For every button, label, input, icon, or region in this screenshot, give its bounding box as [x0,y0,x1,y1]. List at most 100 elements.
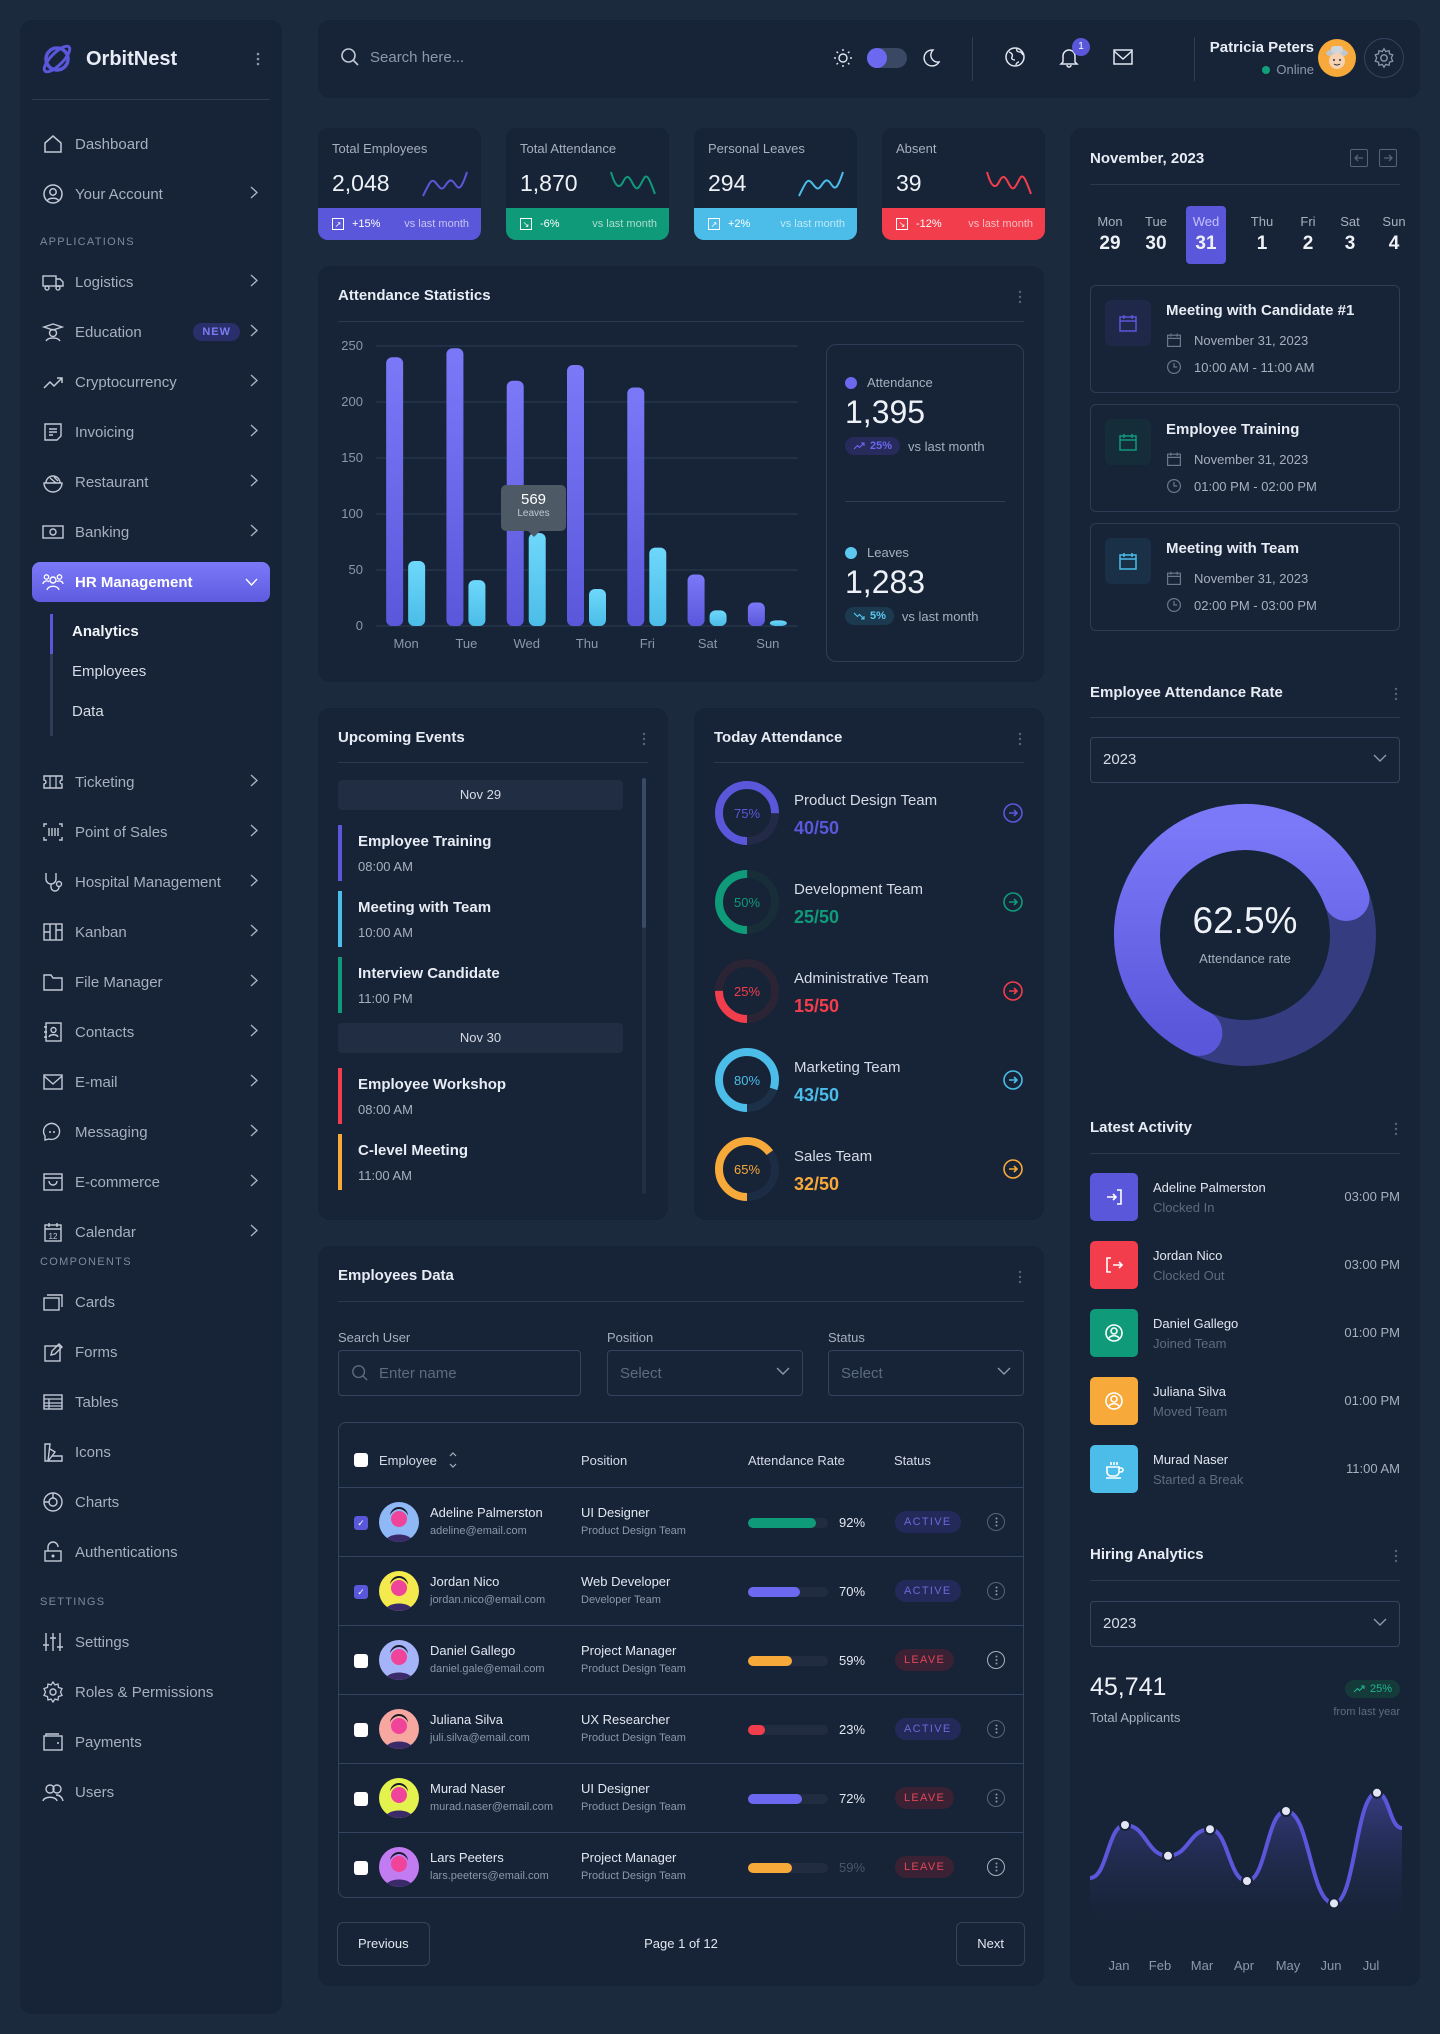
sidebar-item-invoicing[interactable]: Invoicing [32,412,270,452]
more-vertical-icon[interactable] [1018,732,1022,746]
arrow-circle-right-icon[interactable] [1002,1069,1024,1091]
activity-item[interactable]: Murad Naser Started a Break 11:00 AM [1090,1445,1400,1493]
row-checkbox[interactable]: ✓ [354,1516,368,1530]
submenu-item-analytics[interactable]: Analytics [72,623,139,640]
column-header-employee[interactable]: Employee [379,1453,437,1468]
more-vertical-icon[interactable] [1394,1549,1398,1563]
sidebar-item-authentications[interactable]: Authentications [32,1532,270,1572]
sidebar-item-messaging[interactable]: Messaging [32,1112,270,1152]
sidebar-item-e-commerce[interactable]: E-commerce [32,1162,270,1202]
sort-icon[interactable] [448,1449,458,1471]
sidebar-item-logistics[interactable]: Logistics [32,262,270,302]
sidebar-item-tables[interactable]: Tables [32,1382,270,1422]
next-page-button[interactable]: Next [956,1922,1025,1966]
sidebar-item-icons[interactable]: Icons [32,1432,270,1472]
sidebar-item-payments[interactable]: Payments [32,1722,270,1762]
arrow-circle-right-icon[interactable] [1002,1158,1024,1180]
scrollbar-thumb[interactable] [642,778,646,928]
sidebar-item-cryptocurrency[interactable]: Cryptocurrency [32,362,270,402]
employee-name[interactable]: Adeline Palmerston [430,1505,543,1520]
sidebar-item-charts[interactable]: Charts [32,1482,270,1522]
event-item[interactable]: Interview Candidate 11:00 PM [338,957,623,1013]
search-bar[interactable]: Search here... [340,47,464,67]
sidebar-item-e-mail[interactable]: E-mail [32,1062,270,1102]
sidebar-item-settings[interactable]: Settings [32,1622,270,1662]
sidebar-item-kanban[interactable]: Kanban [32,912,270,952]
calendar-day-31[interactable]: Wed 31 [1186,206,1226,264]
calendar-next-button[interactable] [1379,149,1397,167]
sun-icon[interactable] [833,48,853,68]
row-checkbox[interactable]: ✓ [354,1585,368,1599]
calendar-day-29[interactable]: Mon 29 [1090,206,1130,264]
row-checkbox[interactable] [354,1654,368,1668]
row-more-icon[interactable] [987,1513,1005,1531]
sidebar-item-your-account[interactable]: Your Account [32,174,270,214]
event-item[interactable]: Meeting with Team 10:00 AM [338,891,623,947]
calendar-day-3[interactable]: Sat 3 [1330,206,1370,264]
meeting-card[interactable]: Employee Training November 31, 2023 01:00 … [1090,404,1400,512]
calendar-prev-button[interactable] [1350,149,1368,167]
position-select[interactable]: Select [607,1350,803,1396]
submenu-item-data[interactable]: Data [72,703,104,720]
search-input[interactable]: Search here... [370,48,465,66]
more-vertical-icon[interactable] [1394,687,1398,701]
activity-item[interactable]: Jordan Nico Clocked Out 03:00 PM [1090,1241,1400,1289]
sidebar-item-hr-management[interactable]: HR Management [32,562,270,602]
more-vertical-icon[interactable] [1018,1270,1022,1284]
hiring-year-select[interactable]: 2023 [1090,1601,1400,1647]
calendar-day-1[interactable]: Thu 1 [1242,206,1282,264]
sidebar-item-point-of-sales[interactable]: Point of Sales [32,812,270,852]
row-more-icon[interactable] [987,1720,1005,1738]
settings-button[interactable] [1364,38,1404,78]
notification-bell[interactable]: 1 [1058,38,1090,68]
employee-name[interactable]: Juliana Silva [430,1712,503,1727]
event-item[interactable]: Employee Workshop 08:00 AM [338,1068,623,1124]
attendance-year-select[interactable]: 2023 [1090,737,1400,783]
sidebar-item-dashboard[interactable]: Dashboard [32,124,270,164]
row-more-icon[interactable] [987,1858,1005,1876]
row-more-icon[interactable] [987,1789,1005,1807]
mail-icon[interactable] [1112,46,1134,68]
sidebar-item-users[interactable]: Users [32,1772,270,1812]
row-more-icon[interactable] [987,1582,1005,1600]
calendar-day-30[interactable]: Tue 30 [1136,206,1176,264]
sidebar-item-forms[interactable]: Forms [32,1332,270,1372]
scrollbar-track[interactable] [642,778,646,1194]
sidebar-item-file-manager[interactable]: File Manager [32,962,270,1002]
select-all-checkbox[interactable] [354,1453,368,1467]
sidebar-item-roles-permissions[interactable]: Roles & Permissions [32,1672,270,1712]
globe-icon[interactable] [1004,46,1026,68]
sidebar-item-calendar[interactable]: 12 Calendar [32,1212,270,1252]
more-vertical-icon[interactable] [1394,1122,1398,1136]
previous-page-button[interactable]: Previous [337,1922,430,1966]
employee-name[interactable]: Jordan Nico [430,1574,500,1589]
theme-toggle[interactable] [867,48,907,68]
calendar-day-4[interactable]: Sun 4 [1374,206,1414,264]
employee-name[interactable]: Lars Peeters [430,1850,504,1865]
sidebar-item-restaurant[interactable]: Restaurant [32,462,270,502]
activity-item[interactable]: Juliana Silva Moved Team 01:00 PM [1090,1377,1400,1425]
sidebar-item-banking[interactable]: Banking [32,512,270,552]
row-checkbox[interactable] [354,1861,368,1875]
meeting-card[interactable]: Meeting with Candidate #1 November 31, 20… [1090,285,1400,393]
row-checkbox[interactable] [354,1723,368,1737]
calendar-day-2[interactable]: Fri 2 [1288,206,1328,264]
status-select[interactable]: Select [828,1350,1024,1396]
more-vertical-icon[interactable] [1018,290,1022,304]
meeting-card[interactable]: Meeting with Team November 31, 2023 02:00 … [1090,523,1400,631]
employee-name[interactable]: Daniel Gallego [430,1643,516,1658]
sidebar-item-ticketing[interactable]: Ticketing [32,762,270,802]
sidebar-item-cards[interactable]: Cards [32,1282,270,1322]
activity-item[interactable]: Adeline Palmerston Clocked In 03:00 PM [1090,1173,1400,1221]
user-avatar[interactable] [1318,39,1356,77]
sidebar-item-education[interactable]: Education NEW [32,312,270,352]
more-vertical-icon[interactable] [256,52,260,66]
event-item[interactable]: C-level Meeting 11:00 AM [338,1134,623,1190]
submenu-item-employees[interactable]: Employees [72,663,147,680]
arrow-circle-right-icon[interactable] [1002,802,1024,824]
arrow-circle-right-icon[interactable] [1002,980,1024,1002]
row-more-icon[interactable] [987,1651,1005,1669]
more-vertical-icon[interactable] [642,732,646,746]
row-checkbox[interactable] [354,1792,368,1806]
brand[interactable]: OrbitNest [40,42,177,76]
